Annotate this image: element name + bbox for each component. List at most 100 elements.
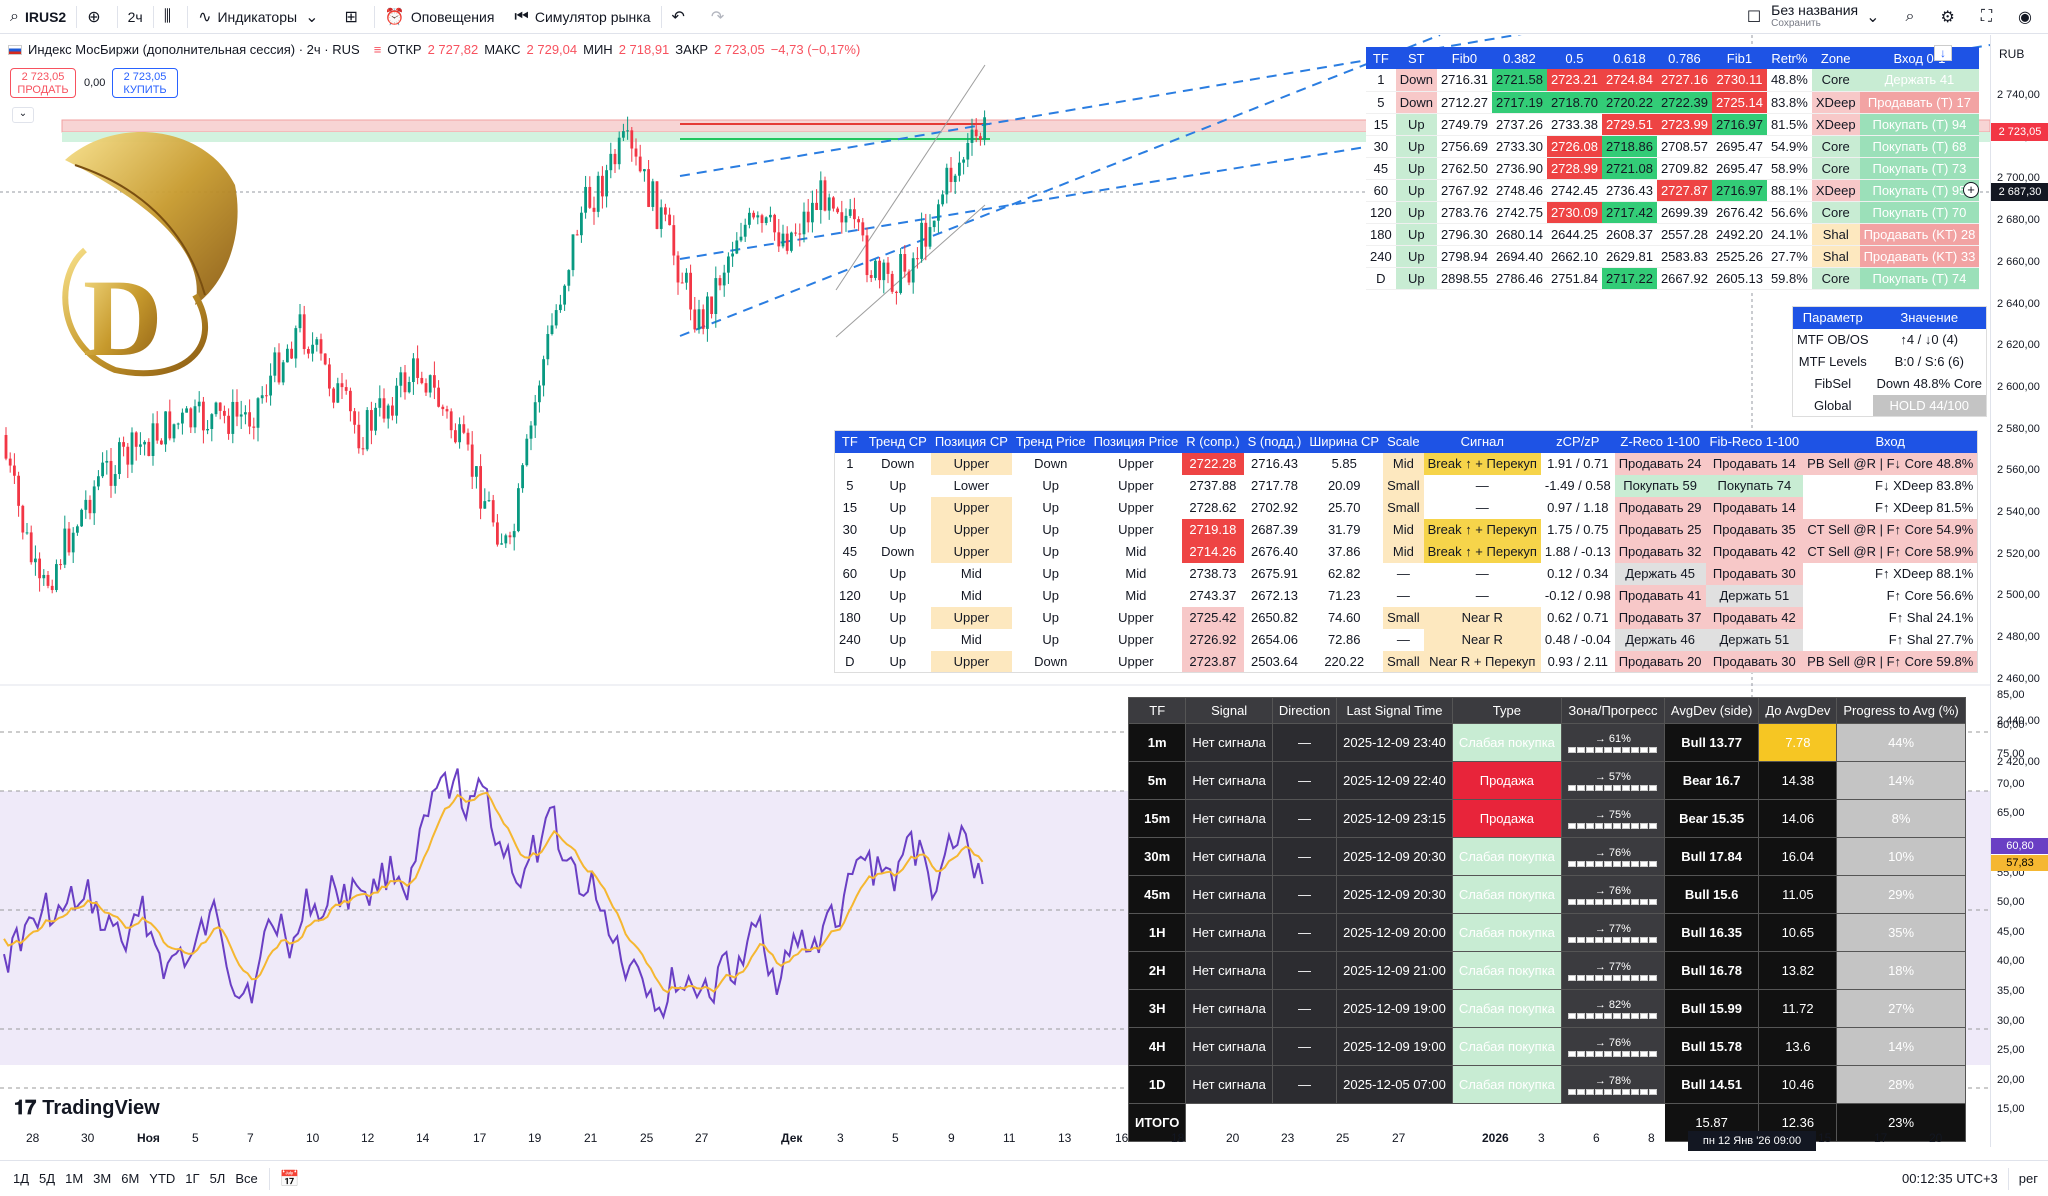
add-alert-plus-icon[interactable]: + <box>1963 182 1979 198</box>
range-button[interactable]: Все <box>235 1171 258 1186</box>
scroll-down-arrow-icon[interactable]: ↓ <box>1934 45 1952 61</box>
time-label: 7 <box>247 1131 254 1145</box>
signal-cell: 35% <box>1836 913 1966 952</box>
progress-segment <box>1630 1013 1639 1020</box>
candle-body <box>903 254 907 272</box>
signal-header-cell: AvgDev (side) <box>1663 697 1760 724</box>
camera-icon: ◉ <box>2018 8 2032 26</box>
indicators-button[interactable]: ∿ Индикаторы ⌄ <box>188 0 334 34</box>
trend-cell: Mid <box>1125 566 1147 581</box>
param-header-cell: Параметр <box>1792 306 1873 329</box>
candle-body <box>693 309 697 330</box>
price-tick: 2 740,00 <box>1997 89 2040 101</box>
signal-cell: — <box>1271 913 1338 952</box>
candle-body <box>580 212 583 236</box>
signal-cell: 1D <box>1127 1065 1187 1104</box>
fib-cell: 2751.84 <box>1546 267 1602 290</box>
candle-body <box>323 353 327 365</box>
signal-table-row: 1D Нет сигнала —2025-12-05 07:00 Слабая пок… <box>1127 1065 1966 1104</box>
time-label: 23 <box>1281 1131 1295 1145</box>
interval-button[interactable]: 2ч <box>118 0 153 34</box>
time-axis[interactable]: 28 30 Ноя 5 7 10 12 14 17 19 21 25 27 Дек 3 5 9 11 13 16 18 2… <box>0 1126 1990 1150</box>
candle-body <box>769 214 772 218</box>
range-button[interactable]: 3М <box>93 1171 112 1186</box>
trend-cell: Break ↑ + Перекуп <box>1423 540 1541 563</box>
fib-header-cell: Fib0 <box>1436 47 1492 69</box>
symbol-search[interactable]: ⌕ IRUS2 <box>0 0 76 34</box>
fib-cell: 2712.27 <box>1436 91 1492 114</box>
signal-cell: Нет сигнала <box>1185 1065 1273 1104</box>
progress-segment <box>1576 899 1585 906</box>
replay-button[interactable]: ⏮ Симулятор рынка <box>504 0 660 34</box>
candle-body <box>785 233 789 251</box>
zone-progress-bar <box>1567 1050 1658 1058</box>
trend-cell: Upper <box>1118 456 1154 471</box>
templates-button[interactable]: ⊞ <box>334 0 373 34</box>
collapse-legend-button[interactable]: ⌄ <box>12 107 34 123</box>
settings-button[interactable]: ⚙ <box>1930 0 1970 34</box>
layout-button[interactable]: ☐ Без названия Сохранить ⌄ <box>1737 0 1896 34</box>
alerts-button[interactable]: ⏰ Оповещения <box>375 0 505 34</box>
candle-body <box>113 474 117 486</box>
fullscreen-button[interactable]: ⛶ <box>1971 0 2008 34</box>
channel-top-line <box>679 0 1730 177</box>
clock-label[interactable]: 00:12:35 UTC+3 <box>1902 1171 1998 1186</box>
high-label: МАКС <box>484 42 521 57</box>
trend-header-cell: TF <box>834 430 865 453</box>
param-cell: Down 48.8% Core <box>1876 376 1983 391</box>
candle-body <box>193 406 197 428</box>
compare-button[interactable]: ⊕ <box>77 0 116 34</box>
fib-cell: 2557.28 <box>1656 223 1712 246</box>
progress-segment <box>1621 1013 1630 1020</box>
fib-cell: 2608.37 <box>1601 223 1657 246</box>
param-cell: HOLD 44/100 <box>1872 394 1987 417</box>
buy-button[interactable]: 2 723,05 КУПИТЬ <box>112 68 178 98</box>
candle-body <box>697 309 701 330</box>
trend-cell: 2717.78 <box>1250 478 1298 493</box>
redo-button[interactable]: ↷ <box>701 0 740 34</box>
trend-cell: 2675.91 <box>1250 566 1298 581</box>
range-button[interactable]: 5Л <box>209 1171 226 1186</box>
legend-title[interactable]: Индекс МосБиржи (дополнительная сессия) … <box>28 42 360 57</box>
candle-body <box>668 214 671 226</box>
signal-cell: — <box>1271 951 1338 990</box>
range-button[interactable]: 1М <box>65 1171 84 1186</box>
trend-cell: F↑ XDeep 81.5% <box>1875 500 1974 515</box>
regression-upper <box>835 64 986 291</box>
range-button[interactable]: YTD <box>149 1171 176 1186</box>
osc-tick: 15,00 <box>1997 1103 2025 1116</box>
range-button[interactable]: 5Д <box>39 1171 56 1186</box>
undo-button[interactable]: ↶ <box>662 0 701 34</box>
signal-cell: 14.06 <box>1758 799 1838 838</box>
candle-body <box>176 423 180 425</box>
tradingview-brand[interactable]: 𝟏𝟕 TradingView <box>14 1097 160 1120</box>
session-mode[interactable]: рег <box>2018 1171 2038 1186</box>
currency-label[interactable]: RUB <box>1999 47 2025 61</box>
search-button[interactable]: ⌕ <box>1896 0 1931 34</box>
time-label: 18 <box>1171 1131 1185 1145</box>
osc-tick: 30,00 <box>1997 1014 2025 1027</box>
price-tick: 2 520,00 <box>1997 547 2040 560</box>
candle-body <box>920 222 923 259</box>
time-label: 30 <box>81 1131 95 1145</box>
legend-ohlc-icon: ≡ <box>373 42 382 57</box>
fib-cell: 2583.83 <box>1656 245 1712 268</box>
snapshot-button[interactable]: ◉ <box>2008 0 2048 34</box>
goto-date-button[interactable]: 📅 <box>270 1162 316 1196</box>
trend-table: TF Тренд CP Позиция CP Тренд Price Позиция P… <box>834 430 1979 673</box>
signal-header-cell: Зона/Прогресс <box>1560 697 1665 724</box>
fib-cell: 2718.86 <box>1601 135 1657 158</box>
range-button[interactable]: 1Д <box>13 1171 30 1186</box>
price-scale[interactable]: RUB 2 740,002 720,002 700,002 680,002 66… <box>1990 35 2048 1147</box>
candle-body <box>895 291 898 293</box>
candle-body <box>554 310 558 326</box>
trend-cell: Продавать 35 <box>1705 518 1804 541</box>
candle-body <box>122 442 125 447</box>
range-button[interactable]: 1Г <box>185 1171 200 1186</box>
chart-type-button[interactable]: ⫼ <box>154 0 187 34</box>
candle-body <box>353 411 356 425</box>
zone-progress-text: → 75% <box>1594 808 1631 821</box>
fib-cell: 2720.22 <box>1601 91 1657 114</box>
range-button[interactable]: 6М <box>121 1171 140 1186</box>
sell-button[interactable]: 2 723,05 ПРОДАТЬ <box>10 68 76 98</box>
